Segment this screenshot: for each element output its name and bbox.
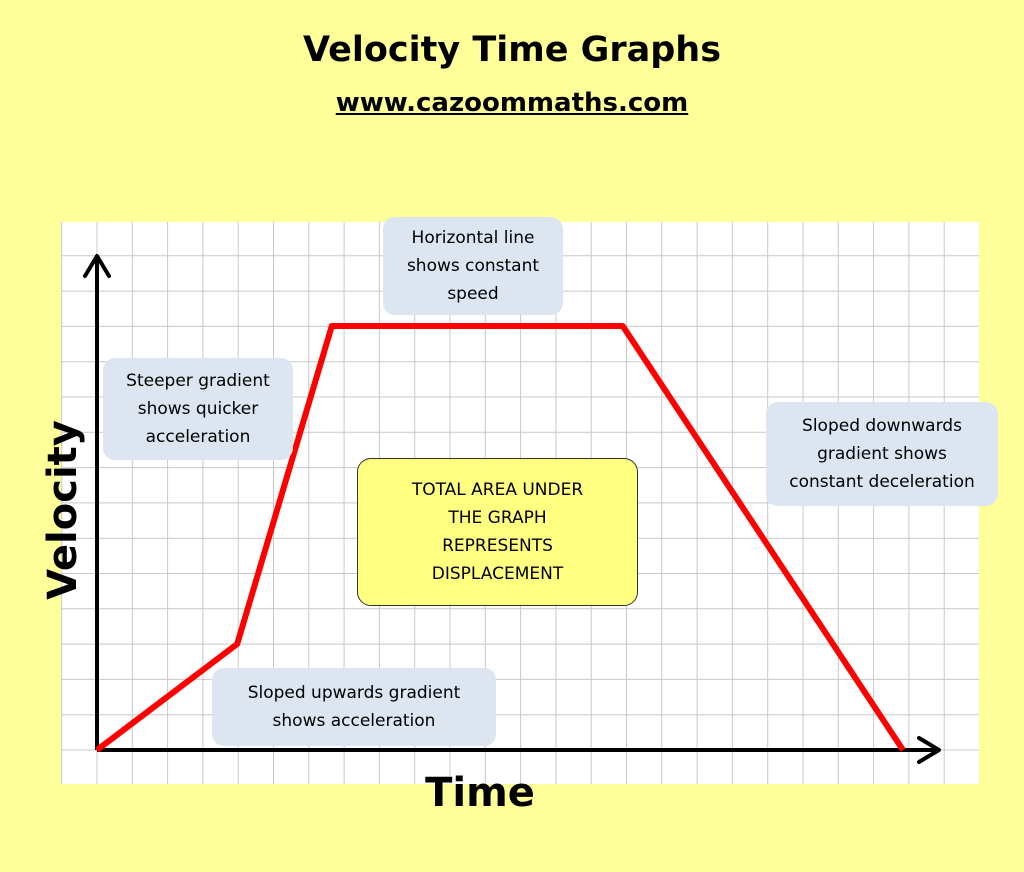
x-axis-label: Time: [425, 770, 535, 816]
x-axis-arrowhead: [917, 736, 941, 764]
annotation-total-area: TOTAL AREA UNDER THE GRAPH REPRESENTS DI…: [357, 458, 638, 606]
series-points: [96, 325, 904, 751]
annotation-deceleration: Sloped downwards gradient shows constant…: [766, 402, 998, 506]
annotation-constant-speed: Horizontal line shows constant speed: [383, 217, 563, 315]
y-axis-arrowhead: [83, 254, 111, 278]
annotation-steeper-gradient: Steeper gradient shows quicker accelerat…: [103, 358, 293, 460]
page-title: Velocity Time Graphs: [302, 30, 722, 70]
axes: [83, 254, 941, 764]
website-link[interactable]: www.cazoommaths.com: [335, 88, 689, 118]
annotation-acceleration: Sloped upwards gradient shows accelerati…: [212, 668, 496, 746]
y-axis-label: Velocity: [40, 420, 86, 600]
